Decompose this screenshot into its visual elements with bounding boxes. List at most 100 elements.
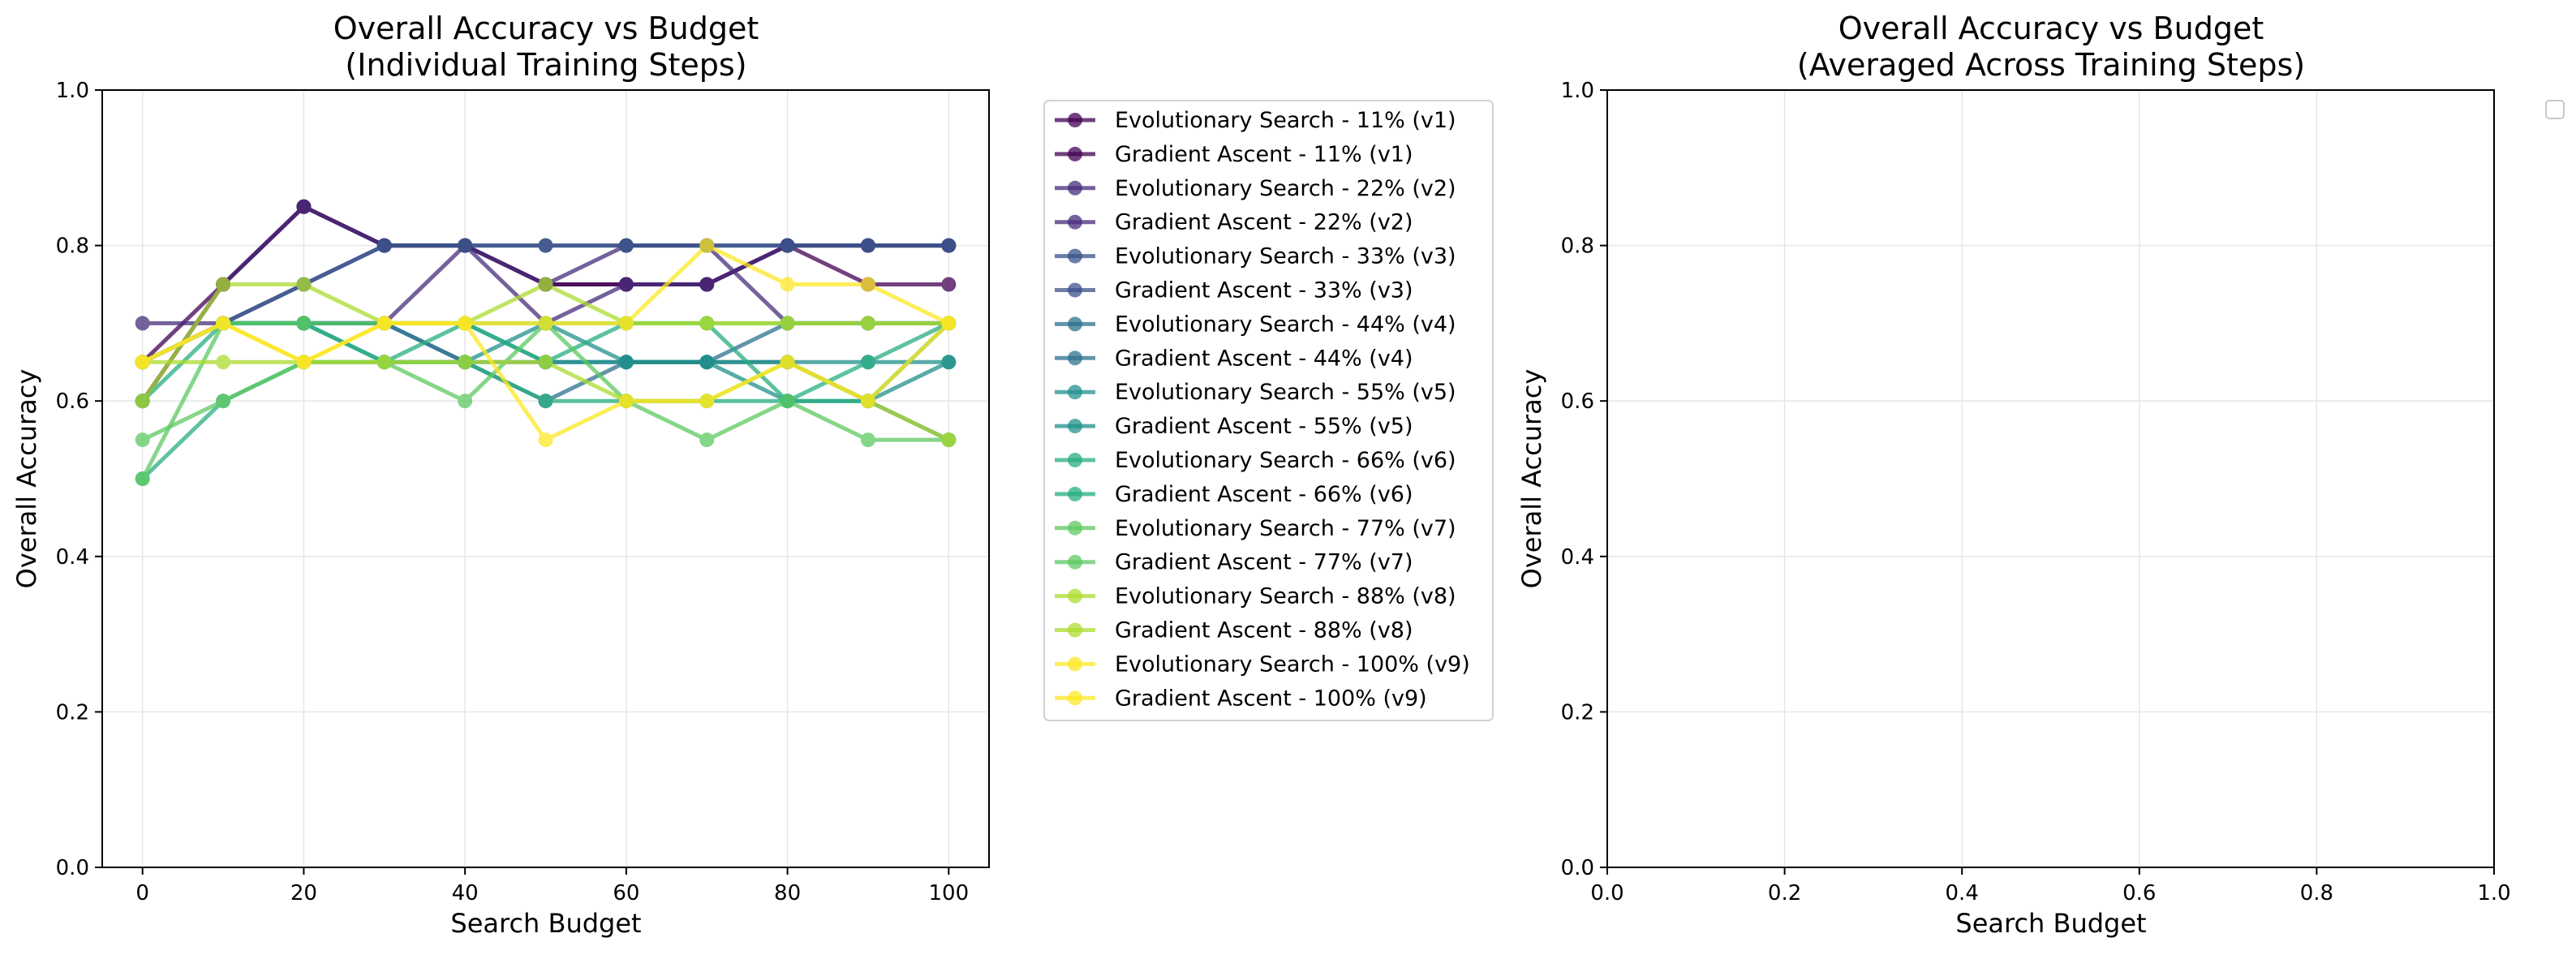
y-tick-label: 0.4 <box>1561 545 1594 570</box>
y-tick-label: 0.8 <box>1561 234 1594 259</box>
legend-item: Evolutionary Search - 77% (v7) <box>1055 516 1456 541</box>
legend-label: Evolutionary Search - 22% (v2) <box>1115 176 1456 201</box>
data-point <box>135 432 150 448</box>
data-point <box>860 432 875 448</box>
legend-label: Evolutionary Search - 44% (v4) <box>1115 312 1456 337</box>
chart2-grid <box>1606 89 2495 868</box>
data-point <box>780 277 795 292</box>
legend-swatch-marker <box>1068 554 1082 570</box>
chart1-title-line1: Overall Accuracy vs Budget <box>333 11 759 46</box>
legend-swatch-marker <box>1068 486 1082 501</box>
data-point <box>699 238 715 253</box>
data-point <box>376 355 392 370</box>
data-point <box>860 277 875 292</box>
x-tick-label: 80 <box>774 881 801 906</box>
chart2-title-line1: Overall Accuracy vs Budget <box>1838 11 2264 46</box>
data-point <box>135 355 150 370</box>
data-point <box>780 238 795 253</box>
chart2-plot-frame <box>1606 89 2495 868</box>
x-tick-label: 0.4 <box>1946 881 1979 906</box>
legend-label: Evolutionary Search - 100% (v9) <box>1115 652 1470 677</box>
legend-swatch-marker <box>1068 588 1082 604</box>
data-point <box>699 432 715 448</box>
series-line <box>135 238 957 370</box>
legend-item: Gradient Ascent - 22% (v2) <box>1055 210 1413 235</box>
x-tick-label: 0 <box>135 881 149 906</box>
data-point <box>618 277 634 292</box>
legend-item: Gradient Ascent - 11% (v1) <box>1055 142 1413 167</box>
legend-swatch-marker <box>1068 180 1082 196</box>
legend-label: Gradient Ascent - 66% (v6) <box>1115 482 1413 507</box>
chart2-title-line2: (Averaged Across Training Steps) <box>1797 47 2305 83</box>
data-point <box>941 277 957 292</box>
legend-swatch-marker <box>1068 690 1082 706</box>
data-point <box>135 316 150 331</box>
legend-swatch-marker <box>1068 214 1082 230</box>
legend-label: Evolutionary Search - 55% (v5) <box>1115 380 1456 405</box>
chart1-xlabel: Search Budget <box>450 908 641 939</box>
legend-swatch-marker <box>1068 316 1082 332</box>
data-point <box>538 316 553 331</box>
legend-swatch-marker <box>1068 282 1082 298</box>
chart2-ticks: 0.0 0.2 0.4 0.6 0.8 1.0 0.0 0.2 0.4 0.6 0.8 1.0 <box>1561 79 2511 906</box>
data-point <box>458 316 473 331</box>
legend-label: Evolutionary Search - 33% (v3) <box>1115 244 1456 269</box>
chart2-empty-legend-box <box>2545 100 2565 119</box>
chart1-plot-frame <box>101 89 990 868</box>
series-line <box>135 238 957 370</box>
legend-item: Evolutionary Search - 11% (v1) <box>1055 108 1456 133</box>
data-point <box>135 394 150 409</box>
legend-swatch-marker <box>1068 520 1082 536</box>
data-point <box>458 238 473 253</box>
chart1-legend-box <box>1043 100 1494 721</box>
data-point <box>699 394 715 409</box>
x-tick-label: 1.0 <box>2477 881 2510 906</box>
chart1-grid <box>102 89 989 868</box>
legend-label: Gradient Ascent - 88% (v8) <box>1115 618 1413 643</box>
legend-label: Evolutionary Search - 11% (v1) <box>1115 108 1456 133</box>
data-point <box>941 432 957 448</box>
legend-swatch-marker <box>1068 622 1082 638</box>
data-point <box>699 277 715 292</box>
legend-swatch-marker <box>1068 385 1082 400</box>
legend-label: Gradient Ascent - 44% (v4) <box>1115 346 1413 371</box>
chart1-series-lines <box>135 199 957 486</box>
data-point <box>780 355 795 370</box>
y-tick-label: 0.0 <box>1561 856 1594 880</box>
series-line <box>135 316 957 448</box>
x-tick-label: 100 <box>928 881 969 906</box>
data-point <box>860 316 875 331</box>
legend-label: Gradient Ascent - 22% (v2) <box>1115 210 1413 235</box>
legend-item: Gradient Ascent - 88% (v8) <box>1055 618 1413 643</box>
data-point <box>376 316 392 331</box>
data-point <box>860 238 875 253</box>
chart-averaged-steps: Overall Accuracy vs Budget (Averaged Acr… <box>1516 11 2565 939</box>
data-point <box>699 355 715 370</box>
data-point <box>216 277 231 292</box>
x-tick-label: 20 <box>290 881 317 906</box>
x-tick-label: 40 <box>452 881 479 906</box>
legend-item: Evolutionary Search - 44% (v4) <box>1055 312 1456 337</box>
data-point <box>780 394 795 409</box>
y-tick-label: 0.8 <box>56 234 89 259</box>
legend-item: Gradient Ascent - 77% (v7) <box>1055 550 1413 575</box>
chart-individual-steps: Overall Accuracy vs Budget (Individual T… <box>11 11 1494 939</box>
data-point <box>296 277 312 292</box>
data-point <box>618 316 634 331</box>
data-point <box>216 316 231 331</box>
legend-swatch-marker <box>1068 419 1082 434</box>
legend-item: Evolutionary Search - 88% (v8) <box>1055 584 1456 609</box>
legend-item: Gradient Ascent - 100% (v9) <box>1055 686 1427 711</box>
x-tick-label: 60 <box>613 881 639 906</box>
y-tick-label: 0.0 <box>56 856 89 880</box>
legend-item: Evolutionary Search - 33% (v3) <box>1055 244 1456 269</box>
data-point <box>618 394 634 409</box>
data-point <box>941 316 957 331</box>
y-tick-label: 1.0 <box>1561 79 1594 103</box>
data-point <box>780 316 795 331</box>
data-point <box>941 238 957 253</box>
data-point <box>538 432 553 448</box>
y-tick-label: 0.2 <box>1561 700 1594 725</box>
legend-label: Gradient Ascent - 100% (v9) <box>1115 686 1427 711</box>
